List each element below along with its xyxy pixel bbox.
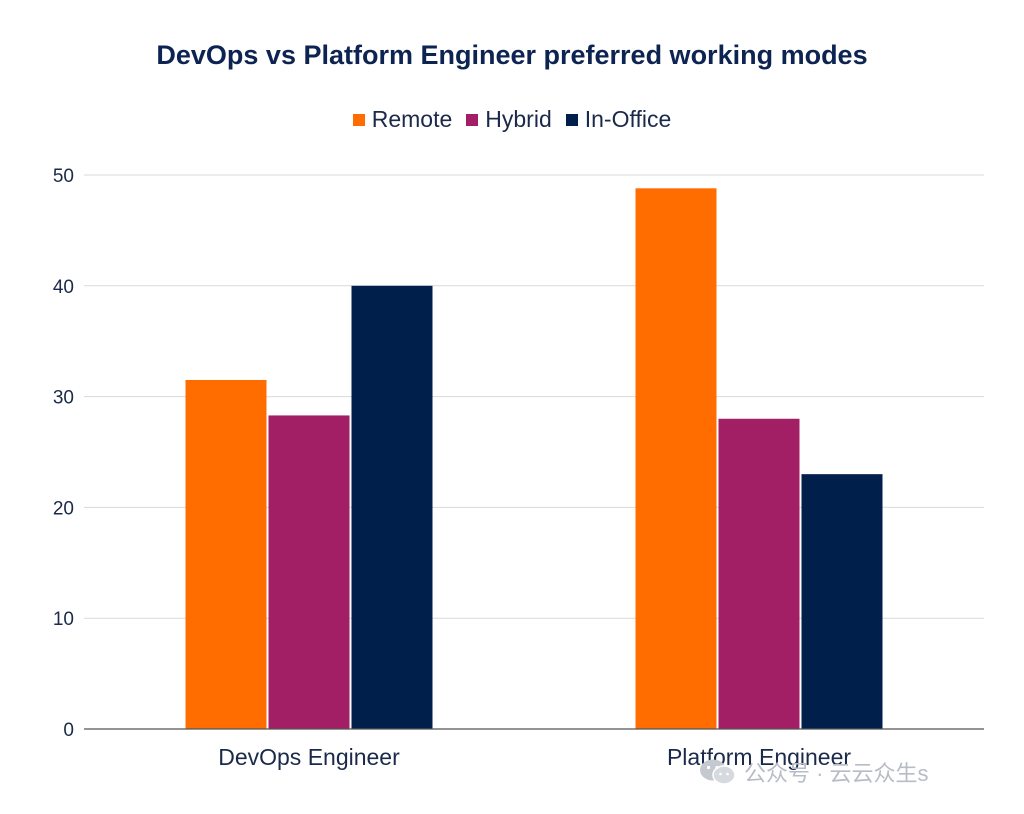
legend-label-hybrid: Hybrid [485,106,552,132]
legend-label-in-office: In-Office [584,106,672,132]
y-tick-label-40: 40 [53,277,74,298]
bar-devops-engineer-hybrid [268,415,350,729]
x-tick-label-platform-engineer: Platform Engineer [667,744,851,770]
y-tick-label-20: 20 [53,498,74,519]
legend-swatch-in-office [565,113,578,126]
legend-item-in-office: In-Office [565,106,672,133]
chart-title: DevOps vs Platform Engineer preferred wo… [156,40,868,70]
y-tick-label-50: 50 [53,166,74,187]
y-tick-label-0: 0 [63,720,74,741]
legend-swatch-remote [352,113,365,126]
legend-item-remote: Remote [352,106,453,133]
watermark-text: 公众号 · 云云众生s [744,761,929,786]
bar-platform-engineer-hybrid [718,418,800,729]
chart-legend: Remote Hybrid In-Office [0,106,1024,133]
bar-platform-engineer-remote [635,188,717,729]
bar-platform-engineer-in-office [801,474,883,729]
legend-swatch-hybrid [466,113,479,126]
y-tick-label-30: 30 [53,388,74,409]
bar-devops-engineer-remote [185,379,267,729]
watermark: 公众号 · 云云众生s [698,756,929,788]
x-tick-label-devops-engineer: DevOps Engineer [218,744,400,770]
legend-item-hybrid: Hybrid [466,106,552,133]
y-tick-label-10: 10 [53,609,74,630]
legend-label-remote: Remote [371,106,453,132]
bar-devops-engineer-in-office [351,285,433,729]
wechat-icon [700,759,736,785]
